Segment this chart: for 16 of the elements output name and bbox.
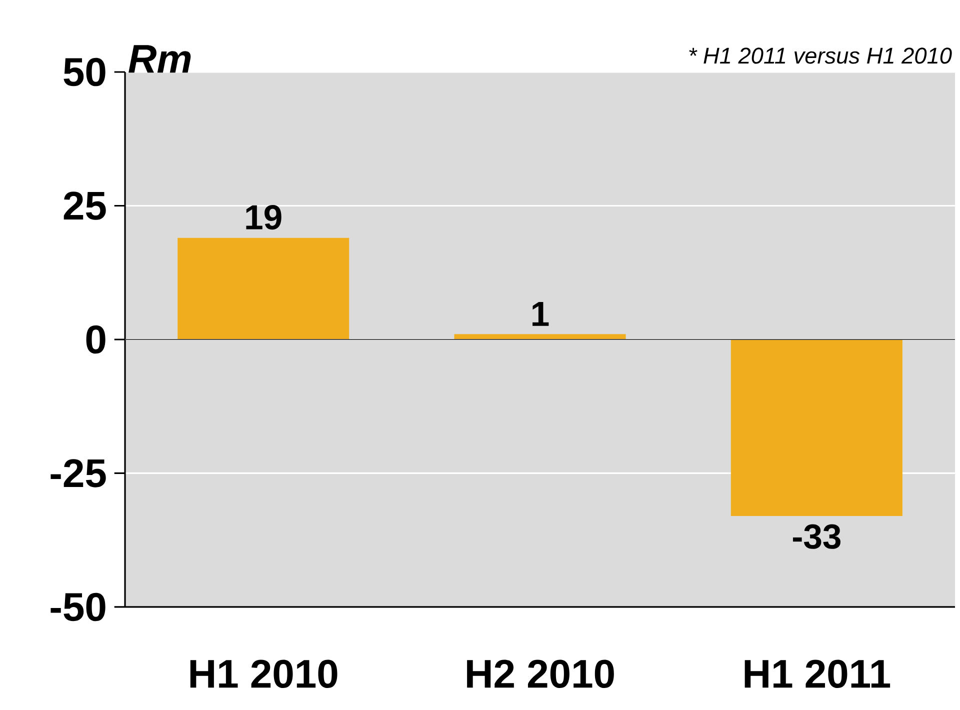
y-tick-label: -25 — [50, 459, 106, 488]
y-tick-label: 25 — [64, 192, 106, 220]
x-tick-label: H1 2011 — [744, 660, 890, 688]
bar — [178, 238, 350, 340]
y-tick-label: -50 — [50, 592, 106, 622]
data-label: -33 — [792, 524, 840, 549]
text: * H1 2011 versus H1 2010 — [689, 48, 952, 64]
x-tick-label: H2 2010 — [467, 660, 614, 688]
y-axis-title: Rm — [128, 45, 191, 73]
data-label: 19 — [246, 205, 282, 230]
y-tick-label: 0 — [86, 325, 106, 354]
bar — [454, 334, 626, 340]
data-label: 1 — [532, 302, 549, 326]
y-tick-label: 50 — [64, 58, 106, 86]
bar — [730, 339, 902, 516]
x-tick-label: H1 2010 — [190, 660, 338, 688]
